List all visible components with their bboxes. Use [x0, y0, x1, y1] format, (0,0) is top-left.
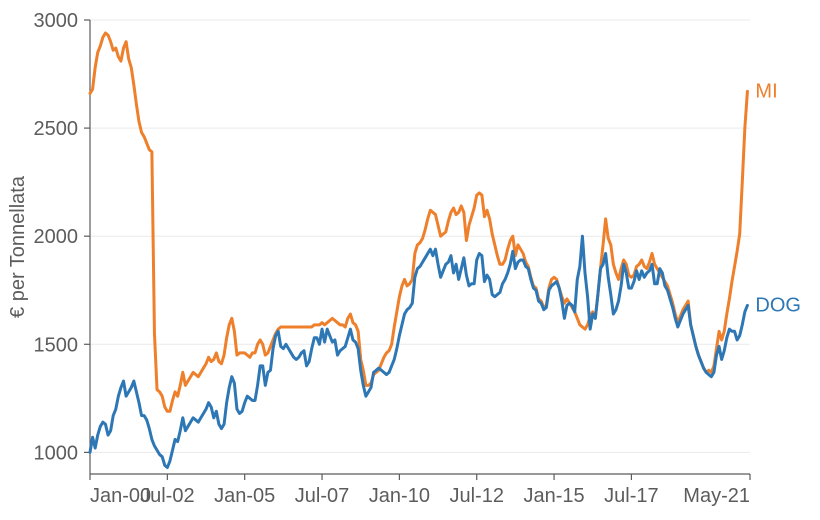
series-label-DOG: DOG — [755, 294, 801, 316]
y-tick-label: 2000 — [34, 226, 79, 248]
y-axis-label: € per Tonnellata — [7, 175, 29, 318]
y-tick-label: 2500 — [34, 118, 79, 140]
chart-svg: 10001500200025003000Jan-00Jul-02Jan-05Ju… — [0, 0, 820, 520]
price-chart: 10001500200025003000Jan-00Jul-02Jan-05Ju… — [0, 0, 820, 520]
x-tick-label: Jul-12 — [449, 485, 503, 507]
x-tick-label: Jan-10 — [369, 485, 430, 507]
x-tick-label: Jan-05 — [214, 485, 275, 507]
y-tick-label: 1000 — [34, 442, 79, 464]
x-tick-label: May-21 — [683, 485, 750, 507]
x-tick-label: Jul-02 — [140, 485, 194, 507]
y-tick-label: 1500 — [34, 334, 79, 356]
x-tick-label: Jul-17 — [604, 485, 658, 507]
y-tick-label: 3000 — [34, 10, 79, 32]
x-tick-label: Jul-07 — [295, 485, 349, 507]
x-tick-label: Jan-15 — [523, 485, 584, 507]
series-label-MI: MI — [755, 80, 777, 102]
